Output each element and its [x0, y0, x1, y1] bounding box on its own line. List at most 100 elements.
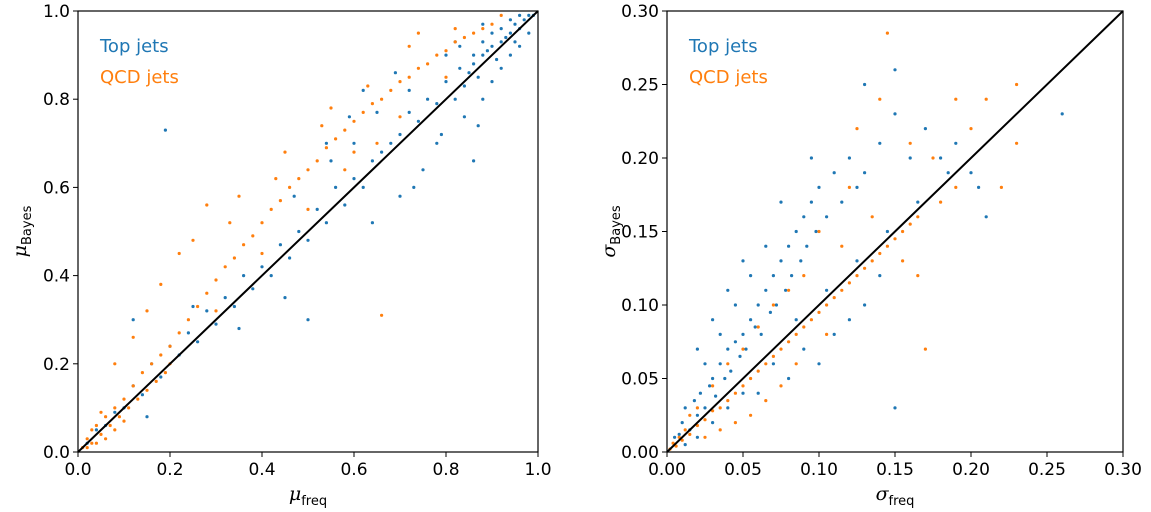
- mu-qcd-point: [104, 415, 108, 419]
- mu-x-axis-label: μfreq: [289, 483, 327, 509]
- mu-x-tick-label: 0.2: [156, 460, 183, 480]
- mu-top-point: [94, 428, 98, 432]
- sigma-top-point: [855, 185, 859, 189]
- mu-y-tick-label: 0.4: [43, 267, 70, 287]
- mu-top-point: [375, 110, 379, 114]
- mu-top-point: [444, 53, 448, 57]
- sigma-top-point: [673, 435, 677, 439]
- mu-y-tick-label: 0.8: [43, 90, 70, 110]
- mu-qcd-point: [104, 437, 108, 441]
- mu-top-point: [191, 304, 195, 309]
- sigma-top-point: [817, 362, 821, 366]
- sigma-top-point: [695, 413, 700, 417]
- mu-top-point: [398, 132, 402, 137]
- sigma-top-point: [741, 332, 745, 336]
- sigma-top-point: [855, 259, 859, 263]
- sigma-top-point: [809, 200, 814, 204]
- mu-top-point: [462, 115, 466, 119]
- sigma-top-point: [764, 288, 768, 292]
- sigma-top-point: [695, 435, 700, 439]
- mu-qcd-point: [214, 309, 218, 313]
- sigma-top-point: [840, 200, 844, 204]
- mu-top-point: [315, 207, 319, 211]
- sigma-qcd-point: [901, 259, 905, 263]
- sigma-top-point: [692, 399, 697, 403]
- sigma-x-tick-label: 0.30: [1104, 460, 1142, 480]
- sigma-qcd-point: [840, 244, 844, 248]
- sigma-top-point: [832, 332, 836, 336]
- sigma-qcd-point: [954, 97, 958, 101]
- sigma-qcd-point: [703, 418, 707, 422]
- mu-qcd-point: [278, 199, 282, 203]
- sigma-top-point: [726, 288, 730, 292]
- sigma-top-point: [756, 391, 760, 395]
- mu-y-axis-subscript: Bayes: [20, 205, 35, 245]
- mu-qcd-point: [163, 371, 167, 375]
- sigma-x-tick-label: 0.05: [724, 460, 762, 480]
- sigma-qcd-point: [908, 141, 912, 145]
- sigma-top-point: [805, 244, 809, 248]
- mu-qcd-point: [320, 124, 324, 128]
- sigma-y-tick-label: 0.15: [621, 223, 659, 243]
- sigma-x-axis-subscript: freq: [889, 494, 915, 509]
- mu-top-point: [472, 62, 476, 66]
- sigma-qcd-point: [688, 413, 692, 417]
- mu-top-point: [504, 35, 508, 40]
- mu-qcd-point: [113, 406, 117, 410]
- mu-qcd-point: [283, 150, 287, 154]
- mu-top-point: [131, 318, 135, 322]
- sigma-qcd-point: [817, 229, 821, 234]
- mu-qcd-point: [122, 419, 126, 423]
- mu-top-point: [518, 13, 522, 17]
- mu-plot-frame: [77, 10, 539, 453]
- sigma-top-point: [984, 215, 988, 219]
- mu-y-axis-symbol: μ: [9, 245, 31, 257]
- sigma-top-point: [744, 347, 748, 351]
- sigma-qcd-point: [703, 435, 707, 439]
- mu-qcd-point: [398, 80, 402, 84]
- mu-qcd-point: [214, 278, 218, 282]
- sigma-qcd-point: [749, 376, 753, 381]
- sigma-qcd-point: [984, 97, 988, 101]
- mu-top-point: [481, 22, 485, 26]
- sigma-top-point: [863, 171, 867, 175]
- mu-qcd-point: [329, 106, 333, 110]
- mu-qcd-point: [154, 379, 158, 383]
- mu-top-point: [278, 243, 282, 247]
- sigma-top-point: [809, 156, 814, 160]
- sigma-top-point: [946, 171, 950, 175]
- mu-qcd-point: [94, 441, 98, 445]
- mu-top-point: [361, 185, 365, 189]
- sigma-diagonal-line: [666, 10, 1124, 453]
- sigma-qcd-point: [1015, 82, 1019, 87]
- sigma-x-tick-label: 0.00: [648, 460, 686, 480]
- sigma-top-point: [749, 274, 753, 278]
- sigma-qcd-point: [779, 384, 783, 388]
- sigma-top-point: [774, 303, 779, 307]
- mu-qcd-point: [334, 137, 338, 141]
- mu-qcd-point: [352, 150, 356, 154]
- sigma-qcd-point: [878, 251, 882, 256]
- mu-top-point: [476, 75, 480, 79]
- sigma-top-point: [847, 318, 852, 322]
- mu-top-point: [113, 410, 117, 414]
- mu-y-tick-label: 0.0: [43, 443, 70, 463]
- mu-top-point: [439, 132, 443, 137]
- mu-qcd-point: [191, 238, 195, 242]
- mu-top-point: [306, 238, 310, 242]
- sigma-qcd-point: [870, 215, 874, 219]
- sigma-qcd-point: [733, 391, 738, 395]
- sigma-top-point: [908, 156, 912, 160]
- sigma-y-tick-label: 0.10: [621, 296, 659, 316]
- sigma-top-point: [825, 215, 829, 219]
- mu-top-point: [499, 27, 503, 31]
- mu-top-point: [380, 150, 384, 154]
- mu-qcd-point: [426, 62, 430, 66]
- mu-qcd-point: [306, 168, 310, 172]
- mu-qcd-point: [85, 437, 89, 441]
- mu-top-point: [398, 194, 402, 198]
- sigma-top-point: [802, 215, 806, 219]
- mu-top-point: [214, 322, 218, 326]
- mu-top-point: [435, 141, 439, 145]
- mu-top-point: [370, 221, 374, 225]
